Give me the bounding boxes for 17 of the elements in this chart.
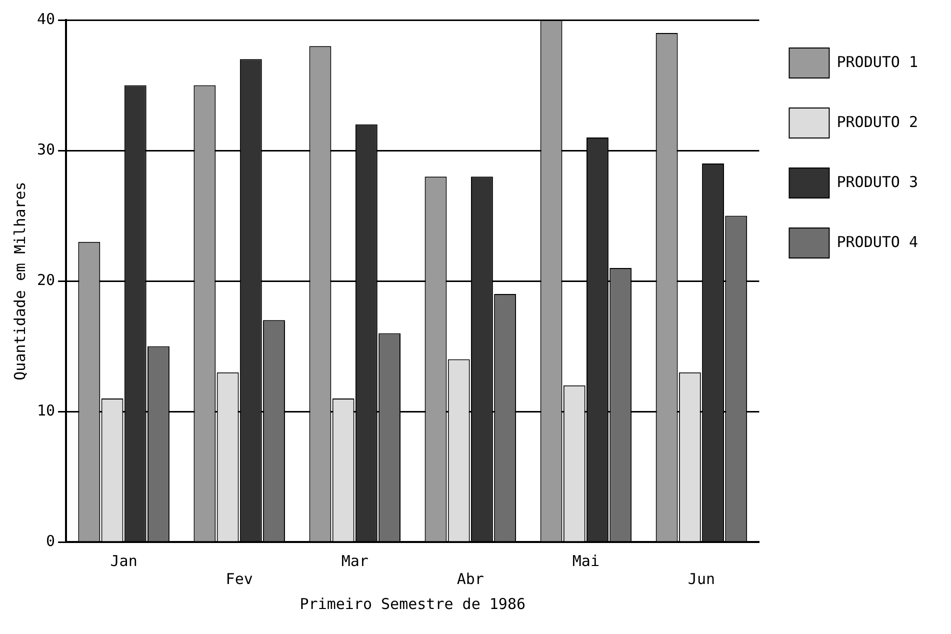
legend-label: PRODUTO 2: [836, 112, 918, 131]
legend-label: PRODUTO 1: [836, 52, 918, 71]
y-tick-label: 40: [37, 10, 56, 28]
x-tick-label: Mar: [341, 552, 368, 570]
y-tick-label: 0: [46, 532, 56, 550]
y-tick-label: 30: [37, 140, 56, 158]
legend-label: PRODUTO 4: [836, 232, 918, 251]
x-tick-label: Abr: [456, 570, 484, 588]
x-tick-label: Mai: [572, 552, 600, 570]
x-tick-label: Fev: [226, 570, 253, 588]
y-tick-label: 10: [37, 401, 56, 420]
legend-label: PRODUTO 3: [836, 172, 918, 191]
x-axis-title: Primeiro Semestre de 1986: [300, 594, 526, 613]
x-tick-label: Jun: [688, 570, 716, 588]
y-tick-label: 20: [37, 270, 56, 289]
x-tick-label: Jan: [110, 552, 138, 570]
y-axis-title: Quantidade em Milhares: [10, 182, 29, 380]
